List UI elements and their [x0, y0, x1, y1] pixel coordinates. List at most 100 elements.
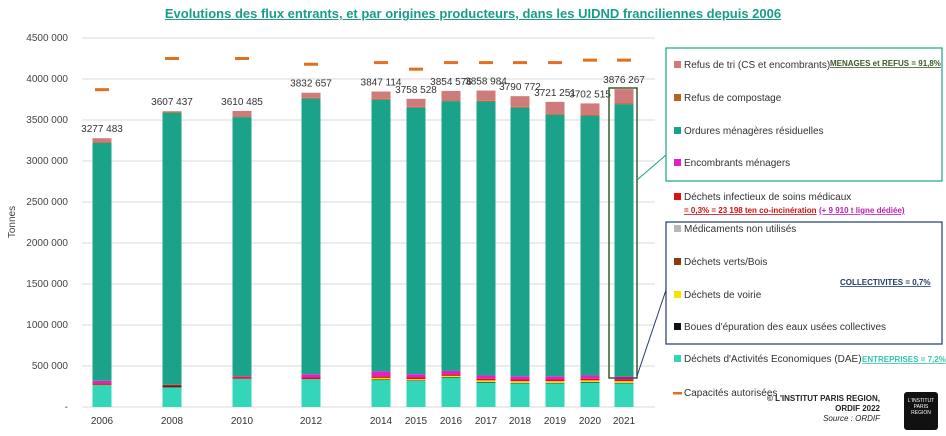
x-tick-label: 2018	[509, 416, 532, 427]
bar-segment-dae	[162, 387, 182, 407]
legend-swatch-refus_tri	[674, 61, 681, 68]
bar-segment-boues	[510, 382, 530, 384]
x-axis: 2006 2008 2010 2012 2014 2015 2016 2017 2018 2019…	[91, 416, 636, 427]
capacity-marker	[374, 61, 388, 65]
bar-segment-dae	[232, 378, 252, 407]
bar-segment-encombrants	[510, 376, 530, 380]
capacity-marker	[235, 57, 249, 60]
x-tick-label: 2020	[579, 416, 602, 427]
total-label: 3854 576	[430, 77, 472, 88]
credit-line-1: © L'INSTITUT PARIS REGION,	[767, 394, 880, 403]
bar-segment-refus_tri	[162, 111, 182, 113]
bar-segment-refus_compostage	[301, 97, 321, 99]
bar-segment-dasri	[371, 376, 391, 378]
connector-collectivites	[636, 289, 667, 377]
bar-segment-encombrants	[476, 375, 496, 379]
bar-segment-refus_tri	[92, 138, 112, 143]
total-label: 3832 657	[290, 79, 332, 90]
legend-swatch-encombrants	[674, 159, 681, 166]
x-tick-label: 2016	[440, 416, 463, 427]
bar-segment-refus_compostage	[580, 114, 600, 116]
connector-menages	[636, 154, 667, 181]
x-tick-label: 2012	[300, 416, 323, 427]
total-label: 3847 114	[361, 78, 402, 89]
bar-segment-om_residuelles	[406, 107, 426, 375]
capacity-marker	[444, 61, 458, 65]
legend-swatch-boues	[674, 323, 681, 330]
x-tick-label: 2006	[91, 416, 114, 427]
dasri-note-a: = 0,3% = 23 198 ten co-incinération	[684, 206, 817, 215]
bar-segment-voirie	[614, 381, 634, 383]
capacity-marker	[513, 61, 527, 65]
bar-segment-voirie	[580, 380, 600, 382]
bar-segment-dae	[371, 379, 391, 407]
bar-segment-refus_compostage	[545, 114, 565, 115]
y-axis: - 500 000 1000 000 1500 000 2000 000 2500 000…	[26, 33, 68, 413]
bar-segment-refus_compostage	[232, 116, 252, 118]
bar-segment-encombrants	[580, 375, 600, 379]
bar-segment-boues	[441, 377, 461, 378]
dae-label: Déchets d'Activités Economiques (DAE)	[684, 354, 862, 365]
bar-segment-refus_compostage	[92, 142, 112, 143]
logo-line-3: REGION	[911, 410, 931, 416]
legend-label-om_residuelles: Ordures ménagères résiduelles	[684, 126, 824, 137]
total-label: 3758 528	[395, 85, 437, 96]
bar-segment-dae	[614, 383, 634, 407]
credit-block: © L'INSTITUT PARIS REGION, ORDIF 2022 So…	[767, 394, 880, 424]
bar-segment-refus_tri	[371, 91, 391, 99]
y-tick-label: 4500 000	[26, 33, 68, 44]
legend-swatch-voirie	[674, 291, 681, 298]
y-tick-label: 2000 000	[26, 238, 68, 249]
capacity-markers	[95, 57, 631, 92]
bar-segment-boues	[371, 379, 391, 381]
bar-segment-om_residuelles	[510, 107, 530, 377]
bar-segment-boues	[580, 381, 600, 383]
y-tick-label: 4000 000	[26, 74, 68, 85]
credit-source: Source : ORDIF	[823, 414, 880, 423]
legend-label-voirie: Déchets de voirie	[684, 290, 762, 301]
capacity-marker	[304, 62, 318, 66]
credit-line-2: ORDIF 2022	[835, 404, 880, 413]
y-tick-label: 3500 000	[26, 115, 68, 126]
x-tick-label: 2019	[544, 416, 567, 427]
collectivites-note: COLLECTIVITES = 0,7%	[840, 278, 930, 287]
bar-segment-boues	[545, 382, 565, 384]
highlight-2021-box	[608, 87, 638, 379]
x-tick-label: 2021	[613, 416, 636, 427]
capacity-marker	[583, 58, 597, 62]
y-tick-label: -	[65, 402, 68, 413]
bar-segment-voirie	[545, 381, 565, 383]
bar-segment-voirie	[510, 381, 530, 383]
bar-segment-refus_tri	[476, 90, 496, 101]
bar-segment-refus_tri	[232, 110, 252, 117]
bar-segment-dasri	[162, 384, 182, 387]
total-label: 3858 984	[465, 77, 507, 88]
total-label: 3610 485	[221, 97, 263, 108]
legend-swatch-refus_compostage	[674, 94, 681, 101]
chart-title: Evolutions des flux entrants, et par ori…	[164, 6, 782, 21]
x-tick-label: 2014	[370, 416, 393, 427]
legend-swatch-dasri	[674, 193, 681, 200]
bar-segment-refus_tri	[545, 101, 565, 115]
bar-segment-encombrants	[441, 370, 461, 375]
bars	[92, 89, 634, 407]
legend-swatch-capacite	[673, 392, 682, 395]
institut-logo: L'INSTITUT PARIS REGION	[904, 392, 938, 430]
bar-segment-encombrants	[545, 376, 565, 380]
capacity-marker	[409, 67, 423, 71]
bar-segment-dae	[580, 382, 600, 407]
bar-segment-dasri	[545, 379, 565, 382]
legend-label-medicaments: Médicaments non utilisés	[684, 224, 796, 235]
dae-note: ENTREPRISES = 7,2%	[862, 355, 946, 364]
y-axis-label: Tonnes	[7, 206, 18, 238]
menages-note: MENAGES et REFUS = 91,8%	[830, 59, 941, 68]
bar-segment-dae	[92, 384, 112, 407]
bar-segment-om_residuelles	[371, 99, 391, 372]
bar-segment-refus_tri	[441, 90, 461, 101]
bar-segment-om_residuelles	[441, 101, 461, 371]
total-label: 3790 772	[499, 82, 541, 93]
bar-segment-encombrants	[232, 376, 252, 378]
capacity-marker	[479, 61, 493, 65]
total-label: 3702 515	[569, 89, 611, 100]
